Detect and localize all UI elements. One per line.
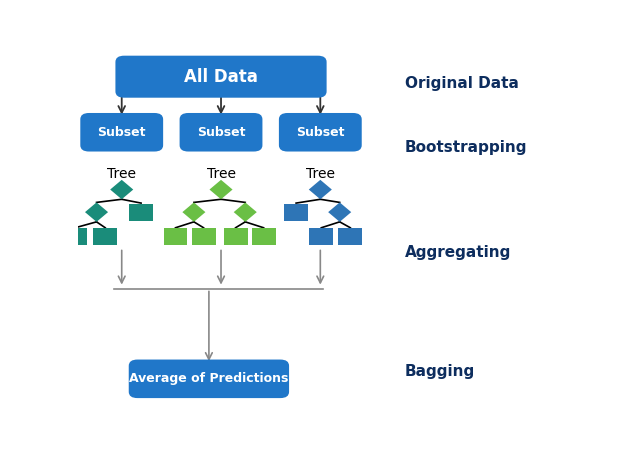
FancyBboxPatch shape xyxy=(129,359,289,398)
Bar xyxy=(93,228,118,245)
Polygon shape xyxy=(328,202,351,222)
Polygon shape xyxy=(85,202,108,222)
Bar xyxy=(164,228,188,245)
Text: All Data: All Data xyxy=(184,68,258,86)
Bar xyxy=(129,203,153,221)
Bar xyxy=(224,228,248,245)
Text: Tree: Tree xyxy=(107,167,136,181)
Text: Subset: Subset xyxy=(197,126,245,139)
Text: Aggregating: Aggregating xyxy=(405,244,511,260)
FancyBboxPatch shape xyxy=(116,55,327,98)
Bar xyxy=(284,203,308,221)
FancyBboxPatch shape xyxy=(279,113,362,152)
Text: Bootstrapping: Bootstrapping xyxy=(405,140,528,156)
Polygon shape xyxy=(309,180,332,199)
Polygon shape xyxy=(209,180,232,199)
Text: Subset: Subset xyxy=(296,126,344,139)
Text: Original Data: Original Data xyxy=(405,76,519,91)
Bar xyxy=(338,228,362,245)
Bar xyxy=(309,228,333,245)
Polygon shape xyxy=(182,202,206,222)
Text: Bagging: Bagging xyxy=(405,364,476,379)
Text: Subset: Subset xyxy=(98,126,146,139)
Text: Tree: Tree xyxy=(306,167,335,181)
Bar xyxy=(252,228,276,245)
Text: Average of Predictions: Average of Predictions xyxy=(129,373,289,385)
FancyBboxPatch shape xyxy=(80,113,163,152)
Bar xyxy=(192,228,216,245)
Polygon shape xyxy=(110,180,133,199)
Bar xyxy=(63,228,87,245)
Text: Tree: Tree xyxy=(206,167,236,181)
Polygon shape xyxy=(234,202,257,222)
FancyBboxPatch shape xyxy=(179,113,262,152)
